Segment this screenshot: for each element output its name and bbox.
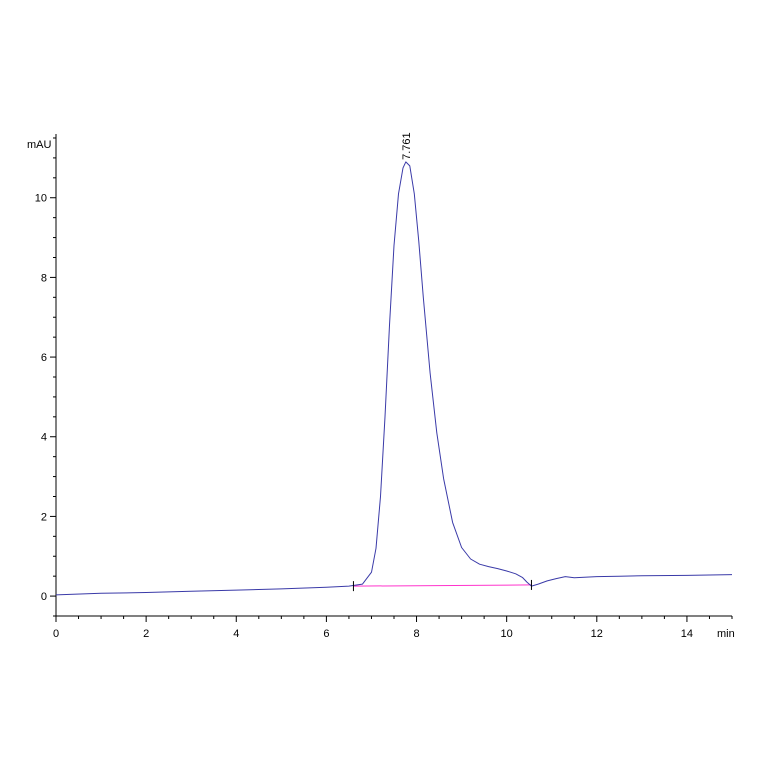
x-tick-label: 12	[591, 628, 603, 640]
x-axis: min 0 2 4 6 8 10 12 14	[53, 615, 735, 640]
x-axis-unit: min	[717, 628, 735, 640]
x-tick-label: 2	[143, 628, 149, 640]
plot-area: 7.761	[55, 132, 733, 596]
y-tick-label: 10	[35, 193, 47, 205]
peak-retention-label: 7.761	[401, 132, 413, 160]
y-tick-label: 2	[41, 511, 47, 523]
x-tick-label: 0	[53, 628, 59, 640]
x-tick-label: 6	[323, 628, 329, 640]
y-tick-label: 8	[41, 272, 47, 284]
x-tick-label: 4	[233, 628, 239, 640]
y-axis-unit: mAU	[27, 139, 52, 151]
y-tick-label: 0	[41, 591, 47, 603]
x-ticks: 0 2 4 6 8 10 12 14	[53, 616, 733, 640]
x-tick-label: 14	[681, 628, 693, 640]
y-axis: mAU 0 2 4 6 8 10	[27, 134, 57, 617]
y-ticks: 0 2 4 6 8 10	[35, 137, 56, 617]
x-tick-label: 10	[501, 628, 513, 640]
y-tick-label: 6	[41, 352, 47, 364]
y-tick-label: 4	[41, 432, 47, 444]
signal-trace	[55, 161, 733, 596]
integration-baseline	[353, 584, 532, 587]
x-tick-label: 8	[413, 628, 419, 640]
